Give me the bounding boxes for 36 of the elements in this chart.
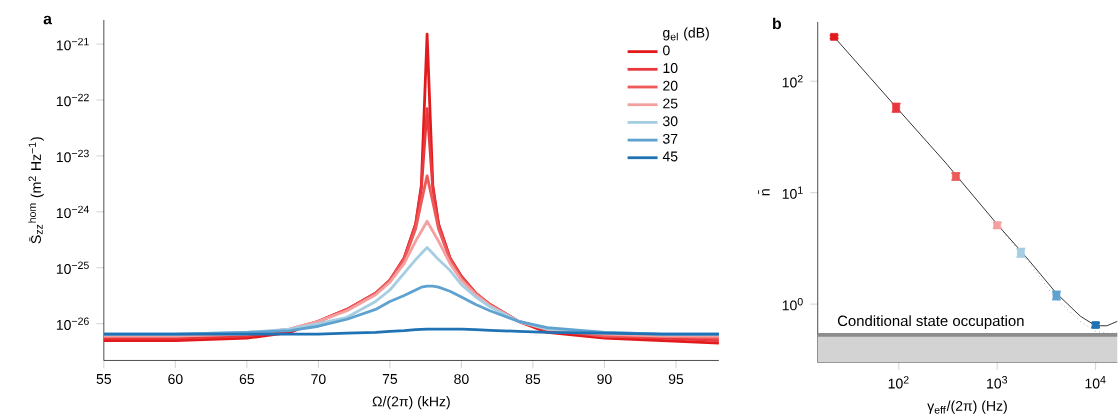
legend-label: 20 <box>663 81 678 91</box>
x-tick-label: 55 <box>96 374 112 385</box>
y-tick-label: 10$^{2}$ <box>782 75 803 88</box>
y-tick-label: 10$^{0}$ <box>782 298 803 311</box>
y-tick-label: 10$^{−22}$ <box>56 94 89 107</box>
x-tick-label: 10$^{3}$ <box>987 376 1008 389</box>
legend-title: g$_{el}$ (dB) <box>663 27 709 41</box>
chart-title: a <box>43 15 53 25</box>
legend-label: 37 <box>662 134 678 145</box>
x-tick-label: 10$^{2}$ <box>888 376 909 389</box>
y-tick-label: 10$^{1}$ <box>782 186 803 200</box>
x-tick-label: 10$^{4}$ <box>1085 376 1106 389</box>
y-axis-title: n̄ <box>758 189 770 196</box>
x-tick-label: 90 <box>597 374 612 385</box>
legend-label: 0 <box>663 45 670 56</box>
x-tick-label: 80 <box>454 374 469 385</box>
legend-label: 30 <box>662 116 678 127</box>
x-tick-label: 70 <box>311 374 326 385</box>
y-tick-label: 10$^{−21}$ <box>56 38 89 51</box>
x-axis-title: γ$_{eff}$/(2π) (Hz) <box>927 400 1007 414</box>
ref-line-label: Conditional state occupation <box>837 315 1024 330</box>
x-tick-label: 60 <box>168 374 183 385</box>
x-tick-label: 65 <box>239 374 255 385</box>
x-tick-label: 75 <box>382 374 398 385</box>
y-tick-label: 10$^{−25}$ <box>56 261 89 275</box>
legend-label: 45 <box>662 151 678 162</box>
y-tick-label: 10$^{−23}$ <box>56 149 89 163</box>
x-axis-title: Ω/(2π) (kHz) <box>372 396 450 410</box>
legend-label: 10 <box>663 63 678 74</box>
legend-label: 25 <box>663 98 678 109</box>
y-tick-label: 10$^{−26}$ <box>56 317 89 331</box>
y-tick-label: 10$^{−24}$ <box>56 205 89 219</box>
y-axis-title: S̄$_{zz}$$^{hom}$ (m$^{2}$ Hz$^{−1}$) <box>28 137 44 244</box>
x-tick-label: 85 <box>525 374 541 385</box>
chart-title: b <box>773 17 781 30</box>
x-tick-label: 95 <box>668 374 684 385</box>
